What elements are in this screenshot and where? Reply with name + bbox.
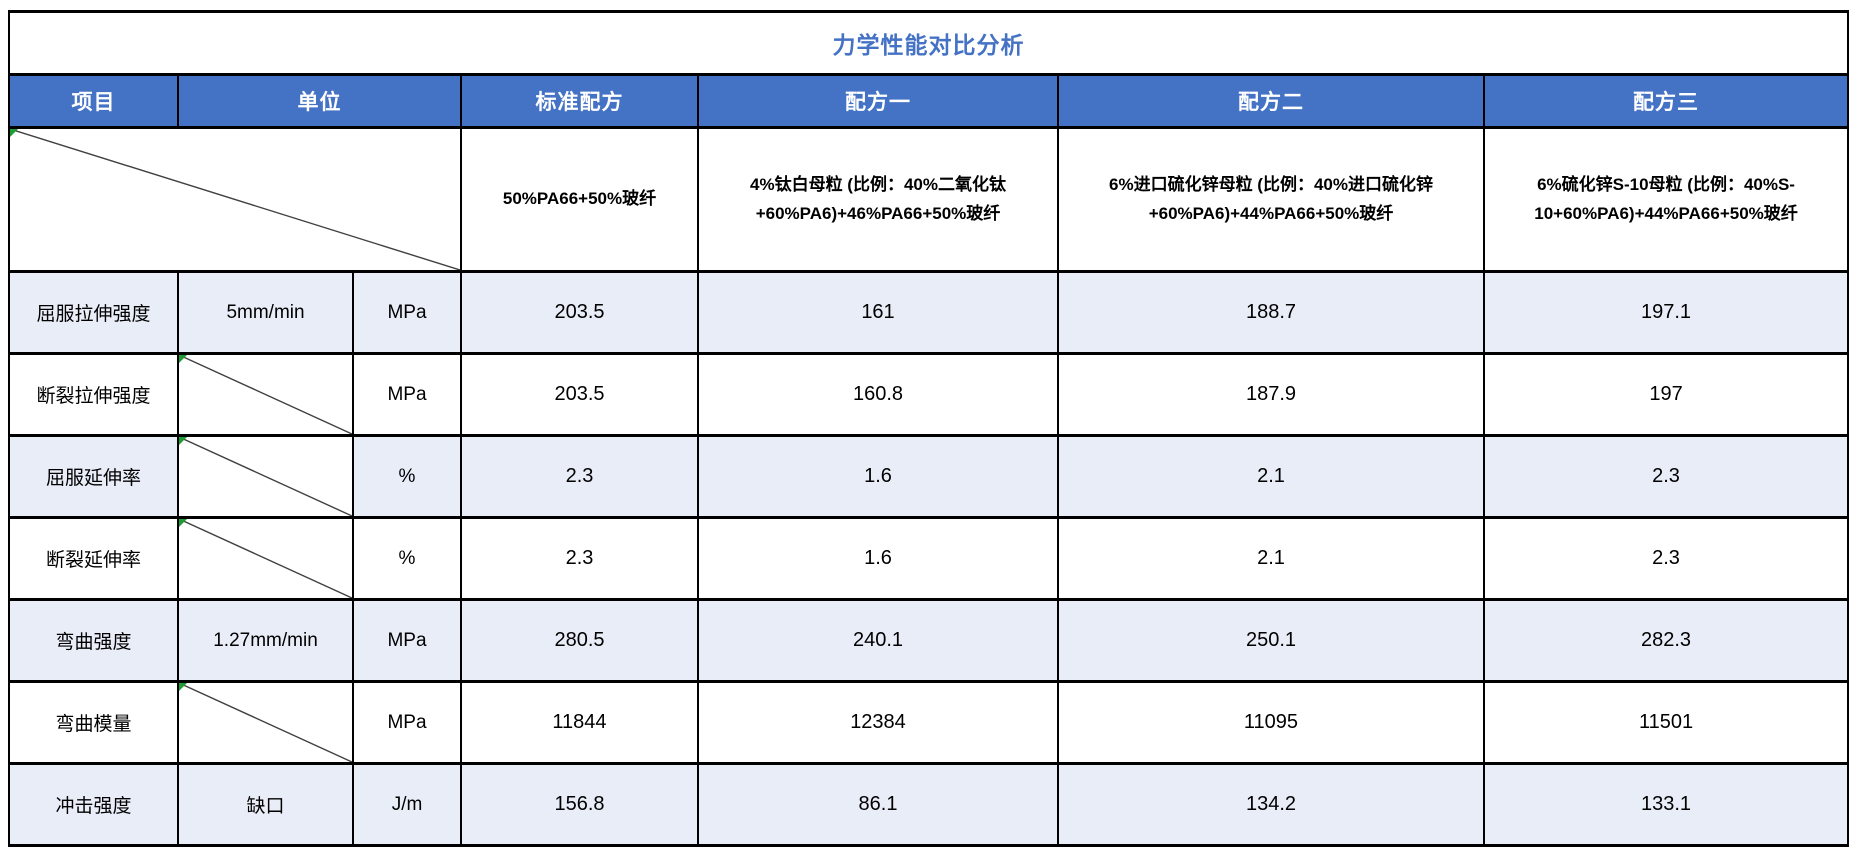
value-cell: 282.3 <box>1482 598 1850 683</box>
value-cell: 12384 <box>697 680 1059 765</box>
table-row: 断裂拉伸强度 MPa 203.5 160.8 187.9 197 <box>8 352 1850 437</box>
row-unit: MPa <box>352 352 462 437</box>
row-unit: J/m <box>352 762 462 847</box>
value-cell: 2.3 <box>460 516 699 601</box>
value-cell: 2.1 <box>1057 434 1485 519</box>
column-header-formula3: 配方三 <box>1482 73 1850 129</box>
value-cell: 1.6 <box>697 516 1059 601</box>
value-cell: 2.3 <box>1482 434 1850 519</box>
column-header-formula2: 配方二 <box>1057 73 1485 129</box>
diagonal-line <box>179 519 352 598</box>
row-unit: MPa <box>352 680 462 765</box>
value-cell: 197.1 <box>1482 270 1850 355</box>
value-cell: 203.5 <box>460 352 699 437</box>
value-cell: 250.1 <box>1057 598 1485 683</box>
green-corner-flag-icon <box>180 438 187 445</box>
column-header-unit: 单位 <box>177 73 462 129</box>
value-cell: 134.2 <box>1057 762 1485 847</box>
value-cell: 2.3 <box>460 434 699 519</box>
diagonal-header-cell <box>8 126 462 273</box>
table-row: 弯曲强度 1.27mm/min MPa 280.5 240.1 250.1 28… <box>8 598 1850 683</box>
table-title-row: 力学性能对比分析 <box>7 10 1850 76</box>
table-row: 断裂延伸率 % 2.3 1.6 2.1 2.3 <box>8 516 1850 601</box>
column-header-standard: 标准配方 <box>460 73 699 129</box>
row-item-label: 断裂拉伸强度 <box>8 352 179 437</box>
green-corner-flag-icon <box>180 684 187 691</box>
formula-1: 4%钛白母粒 (比例：40%二氧化钛+60%PA6)+46%PA66+50%玻纤 <box>697 126 1059 273</box>
value-cell: 240.1 <box>697 598 1059 683</box>
row-condition-diagonal <box>177 352 354 437</box>
value-cell: 11095 <box>1057 680 1485 765</box>
value-cell: 197 <box>1482 352 1850 437</box>
value-cell: 2.1 <box>1057 516 1485 601</box>
value-cell: 133.1 <box>1482 762 1850 847</box>
table-row: 屈服拉伸强度 5mm/min MPa 203.5 161 188.7 197.1 <box>8 270 1850 355</box>
row-item-label: 弯曲模量 <box>8 680 179 765</box>
row-unit: MPa <box>352 270 462 355</box>
row-condition: 1.27mm/min <box>177 598 354 683</box>
table-header-row: 项目 单位 标准配方 配方一 配方二 配方三 <box>8 73 1850 129</box>
value-cell: 2.3 <box>1482 516 1850 601</box>
table-row: 屈服延伸率 % 2.3 1.6 2.1 2.3 <box>8 434 1850 519</box>
row-condition: 缺口 <box>177 762 354 847</box>
row-item-label: 冲击强度 <box>8 762 179 847</box>
row-item-label: 断裂延伸率 <box>8 516 179 601</box>
row-condition-diagonal <box>177 434 354 519</box>
row-unit: % <box>352 434 462 519</box>
value-cell: 1.6 <box>697 434 1059 519</box>
row-unit: MPa <box>352 598 462 683</box>
row-item-label: 屈服拉伸强度 <box>8 270 179 355</box>
value-cell: 161 <box>697 270 1059 355</box>
green-corner-flag-icon <box>11 130 18 137</box>
row-unit: % <box>352 516 462 601</box>
table-row: 弯曲模量 MPa 11844 12384 11095 11501 <box>8 680 1850 765</box>
formula-3: 6%硫化锌S-10母粒 (比例：40%S-10+60%PA6)+44%PA66+… <box>1482 126 1850 273</box>
row-condition-diagonal <box>177 680 354 765</box>
value-cell: 156.8 <box>460 762 699 847</box>
diagonal-line <box>10 129 460 270</box>
row-item-label: 弯曲强度 <box>8 598 179 683</box>
formula-2: 6%进口硫化锌母粒 (比例：40%进口硫化锌+60%PA6)+44%PA66+5… <box>1057 126 1485 273</box>
row-condition-diagonal <box>177 516 354 601</box>
diagonal-line <box>179 355 352 434</box>
value-cell: 86.1 <box>697 762 1059 847</box>
page-title: 力学性能对比分析 <box>7 10 1850 76</box>
value-cell: 188.7 <box>1057 270 1485 355</box>
value-cell: 11844 <box>460 680 699 765</box>
column-header-formula1: 配方一 <box>697 73 1059 129</box>
value-cell: 187.9 <box>1057 352 1485 437</box>
value-cell: 11501 <box>1482 680 1850 765</box>
diagonal-line <box>179 683 352 762</box>
green-corner-flag-icon <box>180 356 187 363</box>
table-row: 冲击强度 缺口 J/m 156.8 86.1 134.2 133.1 <box>8 762 1850 847</box>
formula-standard: 50%PA66+50%玻纤 <box>460 126 699 273</box>
formula-description-row: 50%PA66+50%玻纤 4%钛白母粒 (比例：40%二氧化钛+60%PA6)… <box>8 126 1850 273</box>
value-cell: 280.5 <box>460 598 699 683</box>
column-header-item: 项目 <box>8 73 179 129</box>
row-condition: 5mm/min <box>177 270 354 355</box>
value-cell: 203.5 <box>460 270 699 355</box>
row-item-label: 屈服延伸率 <box>8 434 179 519</box>
mechanical-performance-table: 力学性能对比分析 项目 单位 标准配方 配方一 配方二 配方三 50%PA66+… <box>7 10 1850 847</box>
value-cell: 160.8 <box>697 352 1059 437</box>
diagonal-line <box>179 437 352 516</box>
green-corner-flag-icon <box>180 520 187 527</box>
